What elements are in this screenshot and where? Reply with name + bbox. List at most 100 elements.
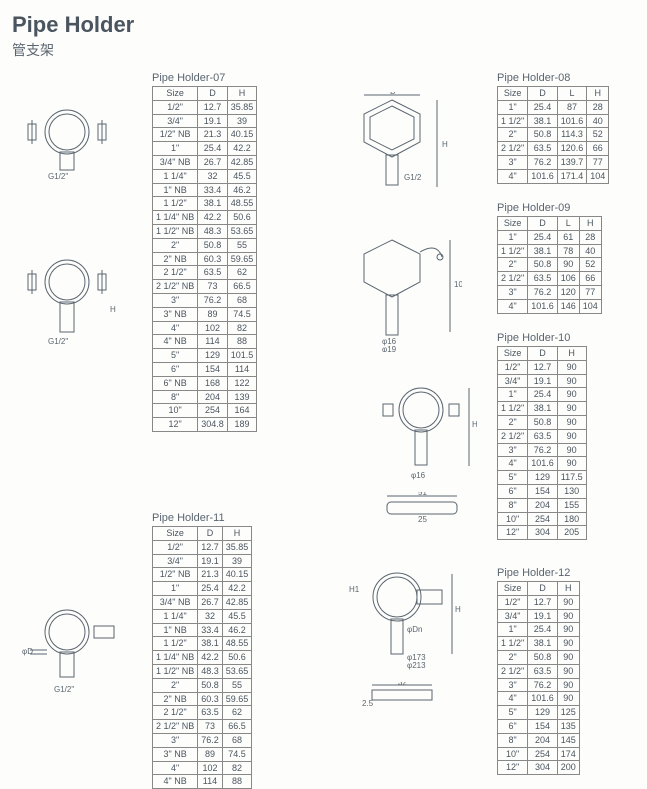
- table-row: 2 1/2"63.562: [153, 706, 252, 720]
- table-row: 1" NB33.446.2: [153, 623, 252, 637]
- table-ph11-wrap: Pipe Holder-11 SizeDH1/2"12.735.853/4"19…: [152, 512, 252, 789]
- col-header: D: [528, 87, 558, 101]
- table-row: 2" NB60.359.65: [153, 252, 257, 266]
- table-row: 4"101.6146104: [498, 299, 602, 313]
- table-row: 5"129101.5: [153, 349, 257, 363]
- table-row: 3/4"19.190: [498, 374, 587, 388]
- table-row: 1 1/2" NB48.353.65: [153, 664, 252, 678]
- table-label: Pipe Holder-12: [497, 567, 580, 579]
- table-row: 12"304205: [498, 526, 587, 540]
- table-row: 4"10282: [153, 761, 252, 775]
- table-row: 2 1/2"63.5120.666: [498, 142, 609, 156]
- diagram-ph12-base: 32 2.5: [362, 682, 442, 717]
- table-row: 1/2"12.735.85: [153, 540, 252, 554]
- table-row: 1 1/2"38.148.55: [153, 197, 257, 211]
- table-row: 2"50.890: [498, 650, 580, 664]
- col-header: D: [528, 347, 558, 361]
- col-header: L: [557, 217, 579, 231]
- table-row: 3" NB8974.5: [153, 307, 257, 321]
- table-ph10: SizeDH1/2"12.7903/4"19.1901"25.4901 1/2"…: [497, 346, 587, 540]
- table-ph11: SizeDH1/2"12.735.853/4"19.1391/2" NB21.3…: [152, 526, 252, 789]
- table-row: 2 1/2"63.590: [498, 429, 587, 443]
- table-row: 2" NB60.359.65: [153, 692, 252, 706]
- svg-text:100: 100: [454, 280, 462, 289]
- table-row: 2 1/2"63.510666: [498, 272, 602, 286]
- table-row: 12"304200: [498, 761, 580, 775]
- table-row: 1 1/2" NB48.353.65: [153, 224, 257, 238]
- table-row: 1 1/4" NB42.250.6: [153, 211, 257, 225]
- page-subtitle: 管支架: [12, 40, 635, 60]
- col-header: H: [227, 87, 257, 101]
- table-row: 3/4"19.139: [153, 554, 252, 568]
- table-row: 8"204139: [153, 390, 257, 404]
- table-row: 4"101.690: [498, 692, 580, 706]
- table-ph07: SizeDH1/2"12.735.853/4"19.1391/2" NB21.3…: [152, 86, 257, 432]
- diagram-ph10: H φ16: [377, 382, 477, 487]
- table-label: Pipe Holder-11: [152, 512, 252, 524]
- table-row: 2 1/2" NB7366.5: [153, 720, 252, 734]
- table-row: 1"25.442.2: [153, 582, 252, 596]
- table-row: 4"101.690: [498, 457, 587, 471]
- diagram-ph11: φD G1/2": [22, 602, 122, 702]
- diagram-ph07-a: G1/2": [22, 102, 117, 187]
- diagram-ph12: H1 φDn H φ173 φ213: [347, 562, 467, 677]
- table-row: 8"204155: [498, 498, 587, 512]
- table-label: Pipe Holder-10: [497, 332, 587, 344]
- svg-text:G1/2: G1/2: [404, 173, 422, 182]
- col-header: Size: [498, 347, 528, 361]
- table-row: 1 1/2"38.17840: [498, 244, 602, 258]
- svg-text:51: 51: [418, 492, 427, 497]
- table-ph09-wrap: Pipe Holder-09 SizeDLH1"25.461281 1/2"38…: [497, 202, 602, 314]
- table-row: 3"76.268: [153, 293, 257, 307]
- table-row: 2 1/2" NB7366.5: [153, 280, 257, 294]
- table-row: 3"76.290: [498, 678, 580, 692]
- svg-text:25: 25: [418, 515, 427, 522]
- diagram-ph09: 100 φ16 φ19: [342, 232, 462, 357]
- col-header: L: [557, 87, 587, 101]
- table-row: 2"50.855: [153, 238, 257, 252]
- table-row: 10"254174: [498, 747, 580, 761]
- svg-text:φDn: φDn: [407, 625, 422, 634]
- table-row: 3/4" NB26.742.85: [153, 155, 257, 169]
- svg-text:H: H: [472, 420, 477, 429]
- table-row: 3"76.290: [498, 443, 587, 457]
- col-header: D: [528, 582, 558, 596]
- col-header: D: [528, 217, 558, 231]
- table-row: 1 1/4"3245.5: [153, 609, 252, 623]
- table-ph12: SizeDH1/2"12.7903/4"19.1901"25.4901 1/2"…: [497, 581, 580, 775]
- table-row: 4" NB11488: [153, 775, 252, 789]
- table-row: 1/2"12.790: [498, 360, 587, 374]
- table-row: 5"129117.5: [498, 471, 587, 485]
- table-row: 4"10282: [153, 321, 257, 335]
- table-label: Pipe Holder-07: [152, 72, 257, 84]
- table-row: 1/2" NB21.340.15: [153, 568, 252, 582]
- svg-text:φD: φD: [22, 647, 33, 656]
- table-row: 1/2"12.790: [498, 595, 580, 609]
- table-ph08-wrap: Pipe Holder-08 SizeDLH1"25.487281 1/2"38…: [497, 72, 609, 184]
- svg-text:32: 32: [398, 682, 407, 687]
- diagram-ph10-base: 51 25: [382, 492, 462, 527]
- svg-text:H: H: [442, 140, 448, 149]
- table-row: 2"50.855: [153, 678, 252, 692]
- table-row: 3/4"19.190: [498, 609, 580, 623]
- table-ph10-wrap: Pipe Holder-10 SizeDH1/2"12.7903/4"19.19…: [497, 332, 587, 540]
- col-header: H: [222, 527, 252, 541]
- table-row: 1 1/2"38.148.55: [153, 637, 252, 651]
- svg-text:G1/2": G1/2": [48, 172, 68, 181]
- table-label: Pipe Holder-08: [497, 72, 609, 84]
- diagram-ph08: D G1/2 H: [342, 92, 462, 207]
- table-row: 1"25.490: [498, 623, 580, 637]
- svg-text:D: D: [390, 92, 396, 96]
- table-row: 6"154135: [498, 719, 580, 733]
- table-row: 1" NB33.446.2: [153, 183, 257, 197]
- table-row: 8"204145: [498, 733, 580, 747]
- col-header: H: [557, 582, 579, 596]
- table-row: 1 1/4" NB42.250.6: [153, 651, 252, 665]
- table-row: 1"25.48728: [498, 100, 609, 114]
- col-header: H: [557, 347, 586, 361]
- table-row: 1 1/2"38.190: [498, 402, 587, 416]
- table-row: 1"25.46128: [498, 230, 602, 244]
- svg-text:H: H: [455, 605, 461, 614]
- table-row: 1"25.442.2: [153, 142, 257, 156]
- table-row: 6"154130: [498, 484, 587, 498]
